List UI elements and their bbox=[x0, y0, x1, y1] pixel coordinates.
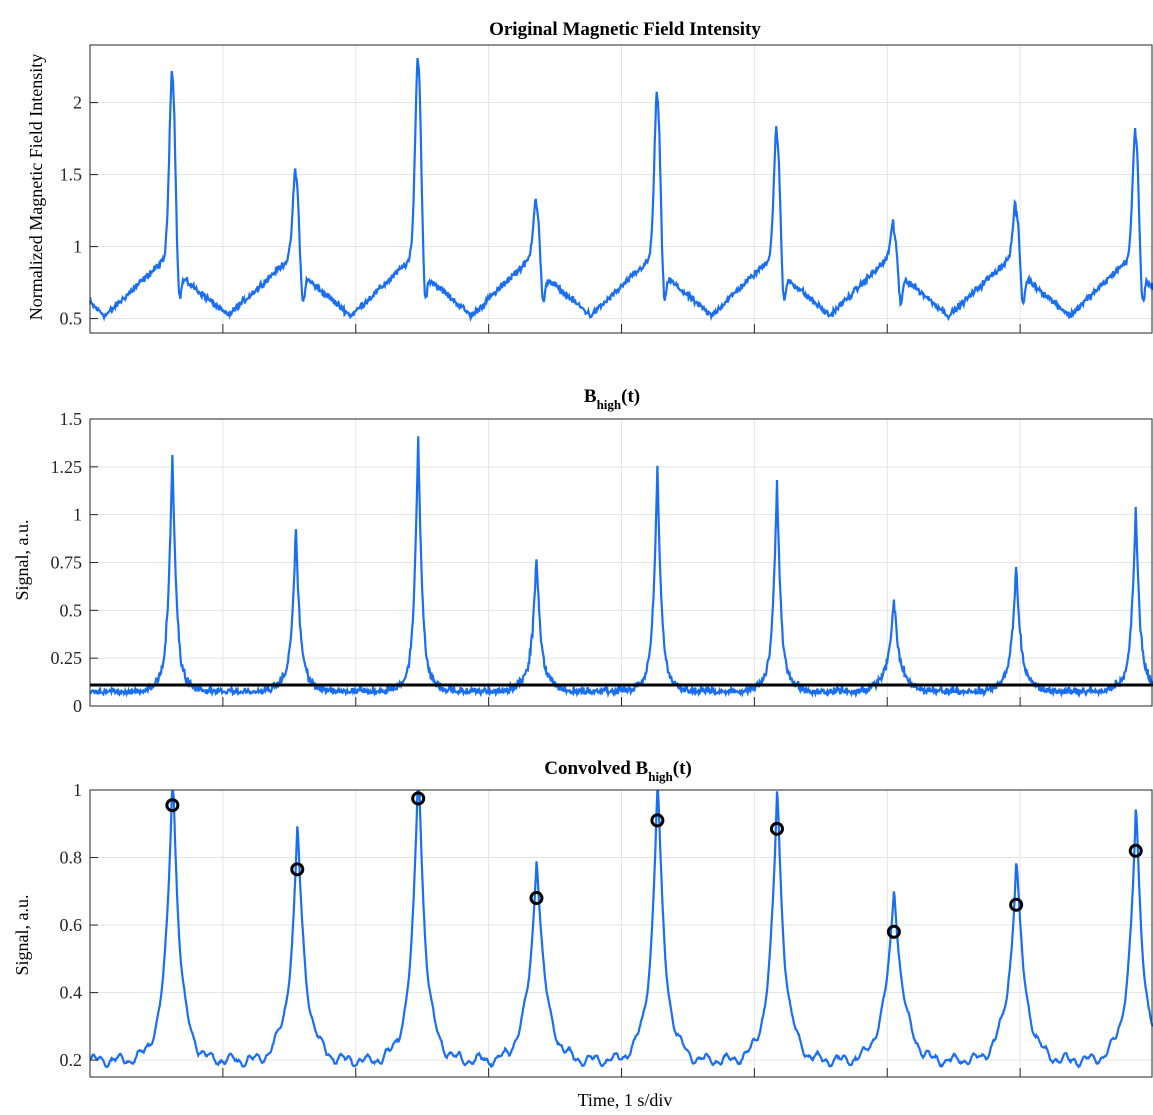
peak-marker bbox=[886, 924, 901, 939]
y-tick-label: 0.8 bbox=[60, 848, 83, 868]
panel1-signal-line bbox=[88, 57, 1153, 323]
panel-original-field: 0.5 1 1.5 2 Original Magnetic Field Intensi… bbox=[26, 19, 1153, 334]
panel3-title-main: Convolved B bbox=[544, 758, 648, 779]
panel3-title: Convolved Bhigh(t) bbox=[544, 758, 692, 784]
panel-convolved: 0.2 0.4 0.6 0.8 1 Convolved Bhigh(t) Signal,… bbox=[12, 758, 1153, 1110]
panel2-title-subscript: high bbox=[597, 397, 622, 412]
peak-marker bbox=[290, 862, 305, 877]
panel3-title-subscript: high bbox=[648, 769, 673, 784]
panel1-y-axis-label: Normalized Magnetic Field Intensity bbox=[26, 54, 46, 320]
panel1-title: Original Magnetic Field Intensity bbox=[489, 19, 761, 40]
panel2-y-axis-label: Signal, a.u. bbox=[12, 520, 32, 601]
peak-marker bbox=[650, 813, 665, 828]
panel2-signal-line bbox=[89, 436, 1153, 699]
panel2-ticks: 0 0.25 0.5 0.75 1 1.25 1.5 bbox=[51, 409, 1021, 716]
panel1-ticks: 0.5 1 1.5 2 bbox=[60, 93, 1021, 333]
y-tick-label: 1.25 bbox=[51, 457, 83, 477]
peak-marker bbox=[165, 798, 180, 813]
panel3-signal-line bbox=[89, 789, 1153, 1069]
peak-marker bbox=[529, 891, 544, 906]
y-tick-label: 0 bbox=[73, 696, 82, 716]
panel1-grid bbox=[90, 45, 1153, 333]
y-tick-label: 1 bbox=[73, 780, 82, 800]
panel2-title: Bhigh(t) bbox=[584, 386, 640, 412]
y-tick-label: 1 bbox=[73, 505, 82, 525]
y-tick-label: 0.5 bbox=[60, 309, 83, 329]
y-tick-label: 1 bbox=[73, 237, 82, 257]
panel3-title-suffix: (t) bbox=[673, 758, 692, 779]
panel3-grid bbox=[90, 789, 1153, 1077]
panel2-title-main: B bbox=[584, 386, 597, 407]
y-tick-label: 0.2 bbox=[60, 1050, 83, 1070]
y-tick-label: 0.5 bbox=[60, 600, 83, 620]
x-axis-label: Time, 1 s/div bbox=[578, 1090, 673, 1110]
panel-b-high: 0 0.25 0.5 0.75 1 1.25 1.5 Bhigh(t) Signal, a.… bbox=[12, 386, 1153, 716]
y-tick-label: 0.4 bbox=[60, 983, 83, 1003]
y-tick-label: 2 bbox=[73, 93, 82, 113]
peak-marker bbox=[1009, 897, 1024, 912]
y-tick-label: 0.25 bbox=[51, 648, 83, 668]
peak-marker bbox=[1128, 843, 1143, 858]
panel2-grid bbox=[90, 418, 1153, 707]
y-tick-label: 1.5 bbox=[60, 165, 83, 185]
panel3-y-axis-label: Signal, a.u. bbox=[12, 895, 32, 976]
y-tick-label: 1.5 bbox=[60, 409, 83, 429]
panel3-ticks: 0.2 0.4 0.6 0.8 1 bbox=[60, 780, 1021, 1077]
y-tick-label: 0.75 bbox=[51, 553, 83, 573]
peak-marker bbox=[769, 821, 784, 836]
y-tick-label: 0.6 bbox=[60, 915, 83, 935]
panel2-title-suffix: (t) bbox=[621, 386, 640, 407]
peak-marker bbox=[411, 791, 426, 806]
panel3-peak-markers bbox=[165, 791, 1143, 939]
